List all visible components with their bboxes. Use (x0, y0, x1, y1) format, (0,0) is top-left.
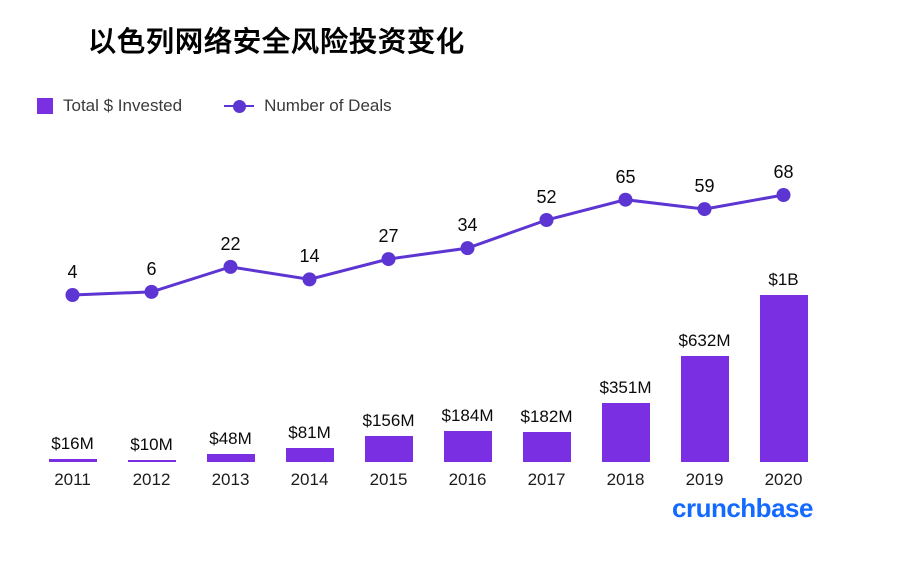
deals-dot-2014 (302, 272, 317, 287)
deals-dot-2020 (776, 188, 791, 202)
deals-dot-2013 (223, 259, 238, 274)
deals-dot-2016 (460, 241, 475, 256)
legend-item-total-invested: Total $ Invested (37, 96, 182, 116)
legend-label-number-of-deals: Number of Deals (264, 96, 392, 115)
x-axis-label-2018: 2018 (606, 470, 645, 489)
legend: Total $ Invested Number of Deals (37, 96, 392, 116)
deal-count-label-2018: 65 (615, 166, 636, 187)
legend-label-total-invested: Total $ Invested (63, 96, 183, 115)
x-axis-label-2014: 2014 (290, 470, 329, 489)
x-axis-label-2016: 2016 (448, 470, 487, 489)
bar-2011 (48, 459, 97, 462)
bar-value-label-2016: $184M (441, 406, 494, 426)
bar-value-label-2014: $81M (288, 423, 331, 443)
bar-value-label-2013: $48M (209, 428, 252, 448)
bar-value-label-2020: $1B (768, 270, 799, 289)
deals-dot-2012 (144, 284, 159, 299)
bar-2012 (127, 460, 176, 462)
combo-chart: $16M 2011 4 $10M 2012 6 $48M 2013 22 $81M 2014 14 $1… (33, 150, 823, 495)
bar-value-label-2017: $182M (520, 406, 573, 426)
bar-value-label-2012: $10M (130, 435, 173, 454)
deals-dot-2018 (618, 192, 633, 207)
bar-2016 (443, 431, 492, 462)
deals-dot-2015 (381, 252, 396, 267)
deal-count-label-2011: 4 (67, 262, 78, 282)
bar-2015 (364, 435, 413, 462)
line-swatch-dot (233, 99, 247, 113)
deal-count-label-2016: 34 (457, 215, 478, 236)
bar-2017 (522, 431, 571, 462)
crunchbase-logo: crunchbase (672, 493, 813, 523)
deal-count-label-2019: 59 (694, 176, 715, 197)
x-axis-label-2020: 2020 (764, 470, 803, 489)
bar-2018 (601, 403, 650, 462)
deals-line (72, 193, 784, 297)
bar-value-label-2018: $351M (599, 378, 652, 398)
page-title: 以色列网络安全风险投资变化 (88, 26, 466, 57)
deals-line-layer (65, 188, 791, 302)
deal-count-label-2013: 22 (220, 233, 241, 254)
deal-count-label-2020: 68 (773, 162, 794, 182)
x-axis-label-2015: 2015 (369, 470, 408, 489)
deal-count-label-2014: 14 (299, 246, 320, 267)
deals-dot-2019 (697, 202, 712, 217)
deals-dot-2017 (539, 213, 554, 227)
bar-2019 (680, 356, 729, 462)
bar-swatch-icon (37, 98, 53, 114)
line-swatch-icon (224, 99, 255, 113)
deal-count-label-2015: 27 (378, 226, 399, 247)
x-axis-label-2013: 2013 (211, 470, 250, 489)
bar-2013 (206, 453, 255, 462)
x-axis-label-2019: 2019 (685, 470, 724, 489)
x-axis-label-2017: 2017 (527, 470, 566, 489)
x-axis-label-2011: 2011 (54, 470, 91, 489)
x-axis-label-2012: 2012 (132, 470, 171, 489)
bar-2020 (759, 295, 808, 462)
deals-dot-2011 (65, 288, 80, 302)
deal-count-label-2017: 52 (536, 187, 557, 207)
deal-count-label-2012: 6 (146, 258, 157, 279)
bar-value-label-2011: $16M (51, 434, 94, 454)
bar-2014 (285, 448, 334, 462)
bar-value-label-2015: $156M (362, 410, 415, 430)
bar-value-label-2019: $632M (678, 331, 731, 351)
legend-item-number-of-deals: Number of Deals (224, 96, 392, 116)
